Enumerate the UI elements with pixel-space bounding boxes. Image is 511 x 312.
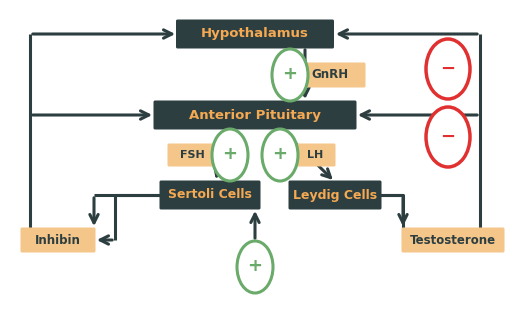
Text: +: + — [247, 257, 263, 275]
Text: Anterior Pituitary: Anterior Pituitary — [189, 109, 321, 121]
Text: Inhibin: Inhibin — [35, 233, 81, 246]
Text: −: − — [440, 128, 456, 146]
FancyBboxPatch shape — [402, 227, 504, 252]
Text: Leydig Cells: Leydig Cells — [293, 188, 377, 202]
Text: Testosterone: Testosterone — [410, 233, 496, 246]
Text: Hypothalamus: Hypothalamus — [201, 27, 309, 41]
FancyBboxPatch shape — [289, 181, 382, 209]
Text: +: + — [283, 65, 297, 83]
FancyBboxPatch shape — [168, 144, 217, 167]
Text: −: − — [440, 60, 456, 78]
Ellipse shape — [237, 241, 273, 293]
Text: Sertoli Cells: Sertoli Cells — [168, 188, 252, 202]
FancyBboxPatch shape — [176, 19, 334, 48]
Text: LH: LH — [307, 150, 323, 160]
FancyBboxPatch shape — [294, 62, 365, 87]
Ellipse shape — [426, 107, 470, 167]
Ellipse shape — [262, 129, 298, 181]
Text: GnRH: GnRH — [311, 69, 349, 81]
FancyBboxPatch shape — [20, 227, 96, 252]
FancyBboxPatch shape — [159, 181, 261, 209]
Text: +: + — [272, 145, 288, 163]
Ellipse shape — [272, 49, 308, 101]
Ellipse shape — [212, 129, 248, 181]
FancyBboxPatch shape — [294, 144, 336, 167]
Ellipse shape — [426, 39, 470, 99]
FancyBboxPatch shape — [153, 100, 357, 129]
Text: +: + — [222, 145, 238, 163]
Text: FSH: FSH — [180, 150, 204, 160]
